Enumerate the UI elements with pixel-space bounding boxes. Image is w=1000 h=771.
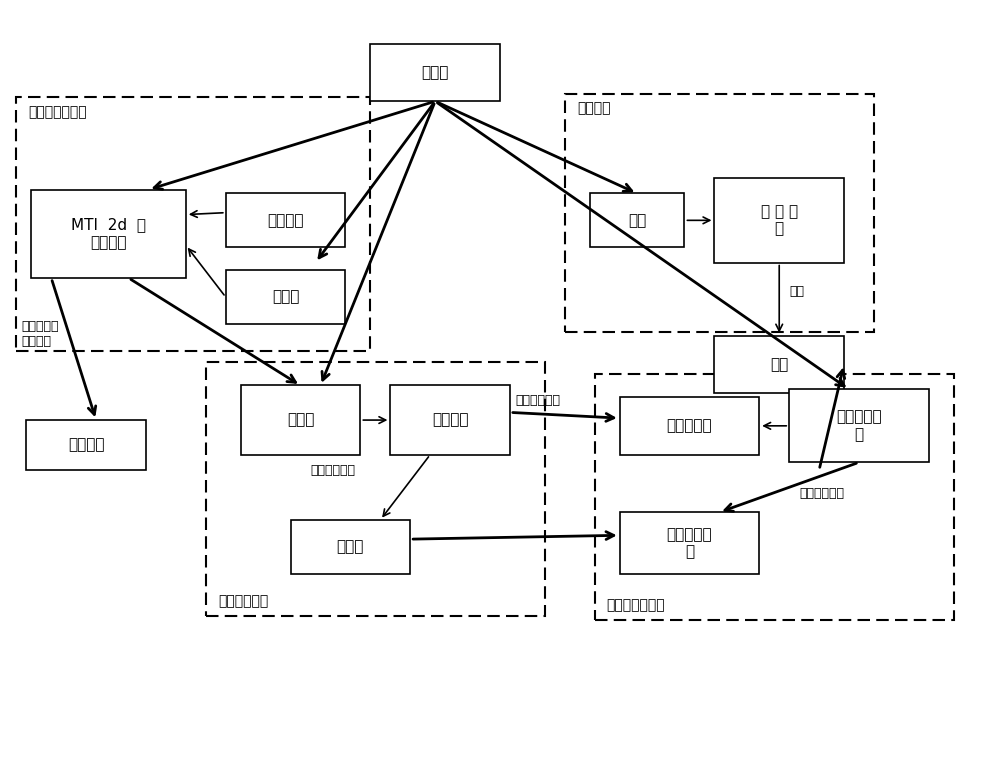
Text: MTI  2d  激
光传感器: MTI 2d 激 光传感器 [71, 217, 146, 250]
Bar [370, 44, 500, 101]
Bar [590, 194, 684, 247]
Text: 焊枪: 焊枪 [770, 357, 788, 372]
Text: 挡光板: 挡光板 [272, 290, 299, 305]
Text: 焊接模块: 焊接模块 [577, 101, 610, 115]
Text: 机器人控制
柜: 机器人控制 柜 [836, 409, 882, 442]
Bar [241, 386, 360, 455]
Bar [789, 389, 929, 463]
Bar [206, 362, 545, 616]
Text: 采集焊缝横
截面数据: 采集焊缝横 截面数据 [21, 320, 59, 348]
Text: 位置校正信息: 位置校正信息 [799, 487, 844, 500]
Text: 焊缝特征信息: 焊缝特征信息 [311, 463, 356, 476]
Text: 焊接工件: 焊接工件 [68, 437, 104, 453]
Bar [620, 512, 759, 574]
Text: 送 丝 结
构: 送 丝 结 构 [761, 204, 798, 237]
Text: 检测单元: 检测单元 [432, 412, 468, 428]
Bar [291, 520, 410, 574]
Bar [595, 374, 954, 620]
Text: 安装支架: 安装支架 [267, 213, 304, 228]
Bar [31, 190, 186, 278]
Bar [565, 93, 874, 332]
Text: 焊丝: 焊丝 [789, 285, 804, 298]
Text: 焊接机器人模块: 焊接机器人模块 [607, 598, 665, 612]
Bar [714, 178, 844, 263]
Bar [390, 386, 510, 455]
Bar [714, 335, 844, 393]
Text: 焊机: 焊机 [628, 213, 646, 228]
Text: 机器人本体: 机器人本体 [667, 419, 712, 433]
Bar [26, 420, 146, 470]
Text: 特征检测模块: 特征检测模块 [218, 594, 268, 608]
Text: 显示器: 显示器 [337, 540, 364, 554]
Text: 控制器: 控制器 [287, 412, 314, 428]
Text: 激光传感器模块: 激光传感器模块 [28, 105, 87, 119]
Bar [226, 194, 345, 247]
Text: 总电源: 总电源 [421, 65, 449, 80]
Bar [226, 271, 345, 324]
Bar [16, 97, 370, 351]
Text: 焊缝特征信息: 焊缝特征信息 [515, 394, 560, 407]
Bar [620, 397, 759, 455]
Text: 机器人示教
器: 机器人示教 器 [667, 527, 712, 559]
